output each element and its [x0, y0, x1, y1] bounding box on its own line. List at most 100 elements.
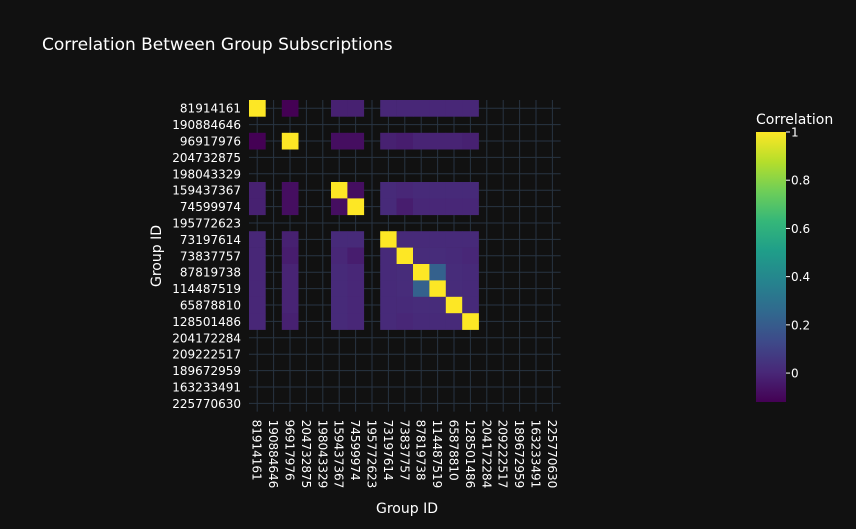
heatmap-cell [331, 247, 348, 265]
y-tick-label: 128501486 [172, 315, 241, 329]
x-tick-label: 204172284 [479, 420, 493, 489]
heatmap-cell [462, 313, 479, 330]
heatmap-cell [445, 247, 463, 265]
y-tick-label: 204172284 [172, 331, 241, 345]
heatmap-cell [413, 132, 430, 150]
heatmap-cell [331, 280, 348, 298]
heatmap-cell [331, 231, 348, 248]
heatmap-cell [413, 231, 430, 248]
y-tick-label: 114487519 [172, 282, 241, 296]
y-tick-label: 159437367 [172, 184, 241, 198]
y-tick-label: 73837757 [180, 249, 241, 263]
colorbar-tick-label: 0.2 [791, 318, 810, 332]
heatmap-cell [396, 182, 414, 199]
x-tick-label: 96917976 [283, 420, 297, 481]
x-tick-label: 73197614 [381, 420, 395, 481]
colorbar: Correlation 0 0.2 0.4 0.6 0.8 1 [756, 112, 833, 402]
heatmap-cell [331, 264, 348, 281]
y-tick-label: 189672959 [172, 364, 241, 378]
heatmap-cell [249, 132, 266, 150]
heatmap-cell [429, 132, 447, 150]
chart-title: Correlation Between Group Subscriptions [42, 35, 393, 55]
heatmap-cell [445, 231, 463, 248]
heatmap-cell [380, 132, 397, 150]
heatmap-cell [429, 296, 447, 314]
heatmap-cell [380, 182, 397, 199]
colorbar-gradient [756, 132, 786, 402]
heatmap-cell [249, 296, 266, 314]
heatmap-cell [462, 132, 479, 150]
heatmap-cell [413, 247, 430, 265]
heatmap-cell [396, 313, 414, 330]
y-tick-label: 74599974 [180, 200, 241, 214]
heatmap-cell [281, 198, 299, 216]
heatmap-cell [380, 100, 397, 117]
x-axis-title: Group ID [376, 501, 438, 517]
heatmap-cell [347, 247, 365, 265]
y-tick-label: 195772623 [172, 217, 241, 231]
heatmap-cell [347, 100, 365, 117]
heatmap-cell [445, 264, 463, 281]
heatmap-cell [249, 247, 266, 265]
heatmap-cell [281, 182, 299, 199]
heatmap-cell [445, 132, 463, 150]
heatmap-cell [380, 198, 397, 216]
heatmap-cell [331, 132, 348, 150]
heatmap-cell [347, 280, 365, 298]
heatmap-cell [249, 264, 266, 281]
y-tick-label: 225770630 [172, 397, 241, 411]
heatmap-cell [445, 182, 463, 199]
heatmap-cell [396, 264, 414, 281]
heatmap-cell [413, 313, 430, 330]
x-tick-label: 65878810 [447, 420, 461, 481]
heatmap-cell [429, 198, 447, 216]
heatmap-cell [396, 100, 414, 117]
colorbar-title: Correlation [756, 112, 833, 128]
colorbar-tick-label: 1 [791, 126, 799, 140]
heatmap-cell [462, 231, 479, 248]
heatmap-cell [331, 198, 348, 216]
x-tick-label: 195772623 [365, 420, 379, 489]
heatmap-cell [249, 280, 266, 298]
heatmap-cell [445, 280, 463, 298]
heatmap-cell [445, 198, 463, 216]
heatmap-cell [347, 264, 365, 281]
heatmap-cell [380, 231, 397, 248]
colorbar-tick-label: 0.6 [791, 222, 810, 236]
x-tick-label: 190884646 [266, 420, 280, 489]
y-tick-label: 73197614 [180, 233, 241, 247]
heatmap-cell [413, 182, 430, 199]
heatmap-cell [281, 264, 299, 281]
heatmap-cell [281, 313, 299, 330]
x-tick-label: 225770630 [545, 420, 559, 489]
heatmap-cell [429, 313, 447, 330]
y-tick-label: 81914161 [180, 102, 241, 116]
heatmap-cell [462, 247, 479, 265]
heatmap-cell [445, 313, 463, 330]
x-tick-label: 74599974 [348, 420, 362, 481]
heatmap-cell [380, 313, 397, 330]
y-tick-label: 209222517 [172, 348, 241, 362]
heatmap-cell [249, 231, 266, 248]
colorbar-ticks: 0 0.2 0.4 0.6 0.8 1 [786, 126, 810, 381]
heatmap-cell [249, 100, 266, 117]
heatmap-cell [429, 264, 447, 281]
heatmap-cell [429, 247, 447, 265]
colorbar-tick-label: 0.8 [791, 174, 810, 188]
heatmap-cell [331, 100, 348, 117]
heatmap-cell [429, 280, 447, 298]
y-axis-title: Group ID [149, 225, 165, 287]
colorbar-tick-label: 0 [791, 367, 799, 381]
x-tick-label: 204732875 [299, 420, 313, 489]
heatmap-cell [249, 182, 266, 199]
x-tick-label: 87819738 [414, 420, 428, 481]
heatmap-cell [331, 313, 348, 330]
heatmap-cell [413, 198, 430, 216]
colorbar-tick-label: 0.4 [791, 270, 810, 284]
heatmap-cell [413, 296, 430, 314]
heatmap-cell [429, 231, 447, 248]
heatmap-cell [396, 247, 414, 265]
heatmap-cell [462, 100, 479, 117]
heatmap-cell [281, 100, 299, 117]
